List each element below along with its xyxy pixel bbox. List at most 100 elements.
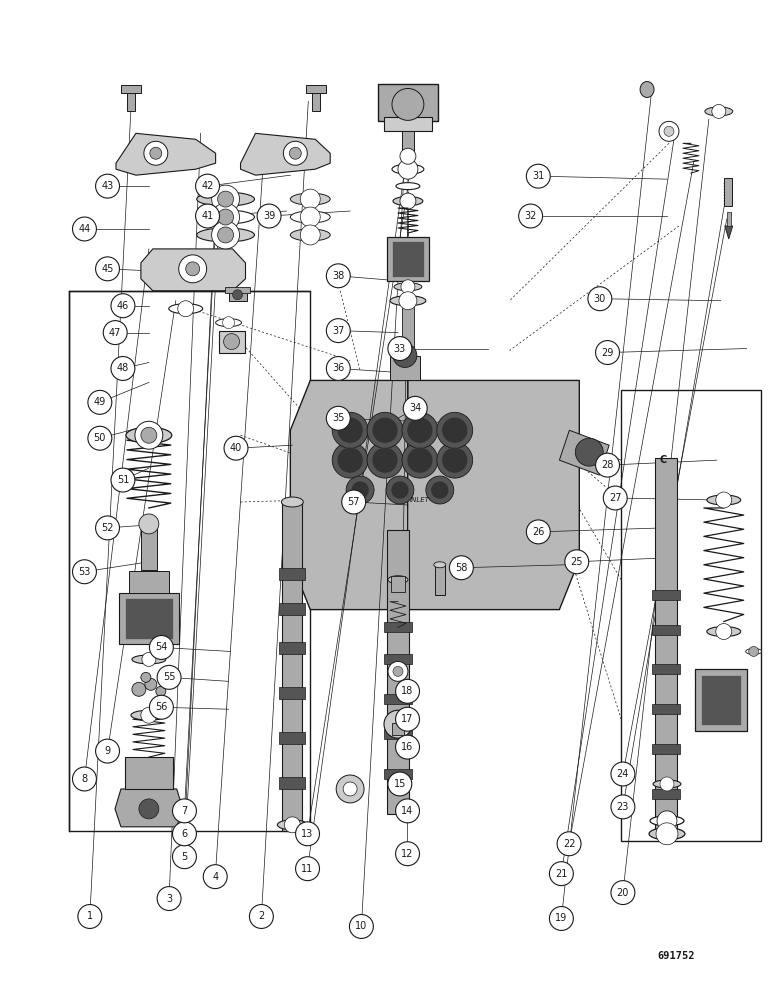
- Bar: [279, 732, 305, 744]
- Text: 55: 55: [163, 672, 175, 682]
- Polygon shape: [560, 430, 609, 475]
- Circle shape: [88, 390, 112, 414]
- Text: 3: 3: [166, 894, 172, 904]
- Text: 25: 25: [571, 557, 583, 567]
- Circle shape: [337, 417, 363, 443]
- Circle shape: [449, 556, 473, 580]
- Circle shape: [527, 164, 550, 188]
- Circle shape: [749, 646, 759, 656]
- Circle shape: [150, 695, 174, 719]
- Circle shape: [111, 357, 135, 380]
- Ellipse shape: [649, 828, 685, 840]
- Circle shape: [212, 203, 239, 231]
- Text: 42: 42: [201, 181, 214, 191]
- Bar: [119, 593, 179, 644]
- Circle shape: [224, 334, 239, 350]
- Bar: [652, 744, 680, 754]
- Text: 44: 44: [78, 224, 90, 234]
- Bar: [125, 757, 173, 789]
- Circle shape: [664, 126, 674, 136]
- Circle shape: [346, 476, 374, 504]
- Circle shape: [135, 421, 163, 449]
- Circle shape: [332, 442, 368, 478]
- Circle shape: [249, 905, 273, 928]
- Text: 20: 20: [617, 888, 629, 898]
- Circle shape: [393, 344, 417, 367]
- Circle shape: [407, 417, 433, 443]
- Polygon shape: [116, 133, 215, 175]
- Circle shape: [296, 822, 320, 846]
- Circle shape: [145, 678, 157, 690]
- Circle shape: [332, 412, 368, 448]
- Ellipse shape: [390, 296, 426, 306]
- Text: 37: 37: [332, 326, 344, 336]
- Text: 32: 32: [524, 211, 537, 221]
- Circle shape: [300, 189, 320, 209]
- Circle shape: [712, 104, 726, 118]
- Bar: [402, 299, 414, 380]
- Circle shape: [327, 319, 350, 343]
- Circle shape: [186, 262, 200, 276]
- Circle shape: [611, 762, 635, 786]
- Circle shape: [203, 865, 227, 889]
- Circle shape: [595, 453, 619, 477]
- Circle shape: [327, 357, 350, 380]
- Circle shape: [575, 438, 603, 466]
- Text: 36: 36: [332, 363, 344, 373]
- Circle shape: [284, 817, 300, 833]
- Circle shape: [212, 185, 239, 213]
- Text: 40: 40: [230, 443, 242, 453]
- Bar: [390, 356, 420, 380]
- Bar: [391, 576, 405, 592]
- Circle shape: [588, 287, 611, 311]
- Circle shape: [132, 682, 146, 696]
- Text: 57: 57: [347, 497, 360, 507]
- Text: 17: 17: [401, 714, 414, 724]
- Text: 34: 34: [409, 403, 422, 413]
- Text: 48: 48: [117, 363, 129, 373]
- Bar: [384, 769, 412, 779]
- Circle shape: [716, 492, 732, 508]
- Bar: [724, 178, 732, 206]
- Polygon shape: [290, 380, 579, 610]
- Text: 52: 52: [101, 523, 113, 533]
- Bar: [225, 287, 250, 293]
- Text: 23: 23: [617, 802, 629, 812]
- Bar: [384, 622, 412, 632]
- Circle shape: [603, 486, 627, 510]
- Circle shape: [350, 915, 374, 938]
- Bar: [129, 571, 169, 593]
- Circle shape: [178, 301, 194, 317]
- Circle shape: [88, 426, 112, 450]
- Circle shape: [550, 907, 574, 930]
- Circle shape: [141, 707, 157, 723]
- Circle shape: [73, 767, 96, 791]
- Circle shape: [218, 191, 234, 207]
- Ellipse shape: [215, 319, 242, 327]
- Bar: [392, 241, 424, 277]
- Text: 56: 56: [155, 702, 168, 712]
- Circle shape: [139, 514, 159, 534]
- Text: 51: 51: [117, 475, 129, 485]
- Circle shape: [142, 652, 156, 666]
- Circle shape: [351, 481, 369, 499]
- Circle shape: [96, 257, 120, 281]
- Circle shape: [212, 221, 239, 249]
- Bar: [701, 675, 740, 725]
- Circle shape: [96, 739, 120, 763]
- Text: 6: 6: [181, 829, 188, 839]
- Circle shape: [388, 661, 408, 681]
- Text: 9: 9: [104, 746, 110, 756]
- Circle shape: [150, 147, 162, 159]
- Circle shape: [392, 88, 424, 120]
- Circle shape: [300, 225, 320, 245]
- Circle shape: [557, 832, 581, 856]
- Ellipse shape: [197, 192, 255, 206]
- Ellipse shape: [277, 820, 307, 830]
- Circle shape: [657, 811, 677, 831]
- Circle shape: [195, 204, 219, 228]
- Circle shape: [336, 775, 364, 803]
- Circle shape: [218, 227, 234, 243]
- Text: 30: 30: [594, 294, 606, 304]
- Text: C: C: [659, 455, 667, 465]
